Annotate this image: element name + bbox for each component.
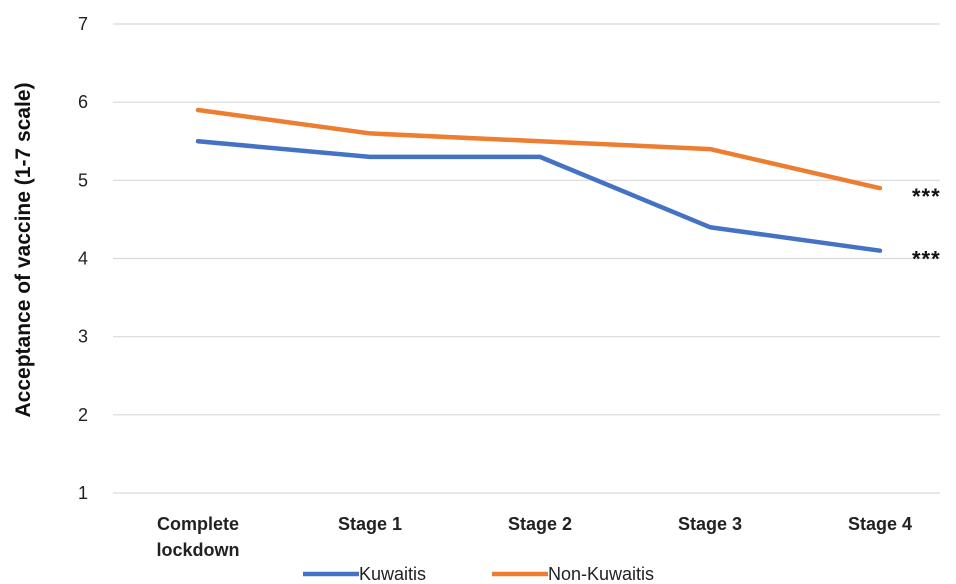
gridlines (113, 23, 940, 494)
series-lines (195, 107, 883, 253)
x-category-line: lockdown (156, 540, 239, 560)
y-tick-label: 4 (78, 249, 88, 269)
y-tick-label: 3 (78, 327, 88, 347)
significance-annotations: *** *** (912, 184, 941, 272)
x-category-label: Stage 4 (848, 514, 912, 534)
x-category-line: Complete (157, 514, 239, 534)
x-category-line: Stage 4 (848, 514, 912, 534)
series-line-kuwaitis (195, 139, 883, 253)
y-tick-label: 2 (78, 405, 88, 425)
significance-marker: *** (912, 247, 941, 272)
legend-entry: Kuwaitis (303, 564, 426, 584)
legend-entry: Non-Kuwaitis (492, 564, 654, 584)
x-category-line: Stage 3 (678, 514, 742, 534)
x-category-line: Stage 1 (338, 514, 402, 534)
x-category-label: Complete lockdown (156, 514, 239, 560)
x-category-label: Stage 2 (508, 514, 572, 534)
legend-label: Kuwaitis (359, 564, 426, 584)
y-tick-label: 7 (78, 14, 88, 34)
x-category-label: Stage 1 (338, 514, 402, 534)
legend-label: Non-Kuwaitis (548, 564, 654, 584)
y-tick-label: 6 (78, 92, 88, 112)
x-category-label: Stage 3 (678, 514, 742, 534)
x-axis-categories: Complete lockdown Stage 1 Stage 2 Stage 3 Sta… (156, 514, 912, 560)
y-axis-ticks: 1 2 3 4 5 6 7 (78, 14, 88, 503)
significance-marker: *** (912, 184, 941, 209)
y-tick-label: 1 (78, 483, 88, 503)
y-tick-label: 5 (78, 170, 88, 190)
x-category-line: Stage 2 (508, 514, 572, 534)
y-axis-label: Acceptance of vaccine (1-7 scale) (12, 83, 35, 418)
legend: Kuwaitis Non-Kuwaitis (303, 564, 654, 584)
